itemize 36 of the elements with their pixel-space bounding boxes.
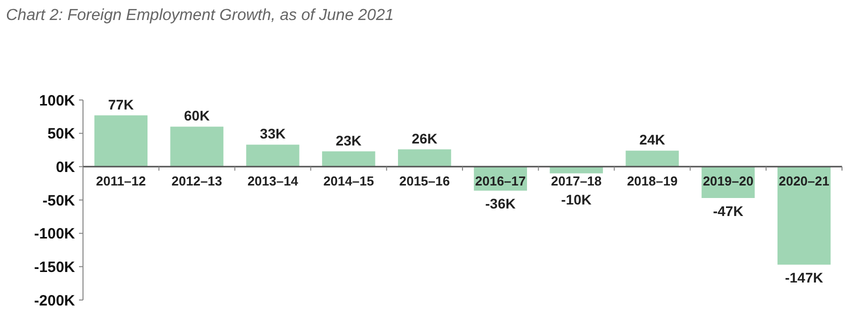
- y-tick-label: -200K: [34, 292, 76, 310]
- bar: [550, 166, 603, 174]
- data-label: 60K: [184, 108, 210, 124]
- data-label: 77K: [108, 96, 134, 112]
- x-tick-label: 2011–12: [96, 174, 146, 189]
- x-tick-label: 2016–17: [475, 174, 526, 189]
- chart-title: Chart 2: Foreign Employment Growth, as of June 2021: [6, 7, 394, 24]
- bar: [94, 115, 148, 167]
- bar: [246, 144, 300, 167]
- bar: [398, 149, 452, 167]
- x-tick-label: 2018–19: [626, 174, 678, 189]
- x-tick-label: 2017–18: [551, 174, 602, 189]
- data-label: -147K: [784, 270, 824, 286]
- x-tick-label: 2012–13: [172, 174, 222, 189]
- y-tick-label: 100K: [39, 92, 76, 110]
- data-label: 23K: [336, 132, 362, 148]
- data-label: -10K: [561, 192, 592, 208]
- y-tick-label: 0K: [56, 158, 76, 176]
- bar: [777, 166, 831, 265]
- data-label: 26K: [412, 130, 438, 146]
- x-tick-label: 2020–21: [778, 174, 830, 189]
- data-label: 33K: [260, 126, 286, 142]
- x-tick-label: 2013–14: [247, 174, 299, 189]
- data-label: -36K: [485, 196, 516, 212]
- y-tick-label: 50K: [47, 126, 76, 143]
- bar: [626, 150, 679, 167]
- y-tick-label: -150K: [34, 258, 76, 276]
- x-tick-label: 2019–20: [702, 174, 754, 189]
- x-tick-label: 2015–16: [399, 174, 450, 189]
- y-tick-label: -100K: [34, 226, 76, 243]
- data-label: 24K: [639, 132, 666, 148]
- data-label: -47K: [712, 203, 744, 219]
- bar: [322, 151, 376, 167]
- bar: [170, 126, 224, 167]
- x-tick-label: 2014–15: [323, 174, 374, 189]
- y-tick-label: -50K: [42, 192, 76, 210]
